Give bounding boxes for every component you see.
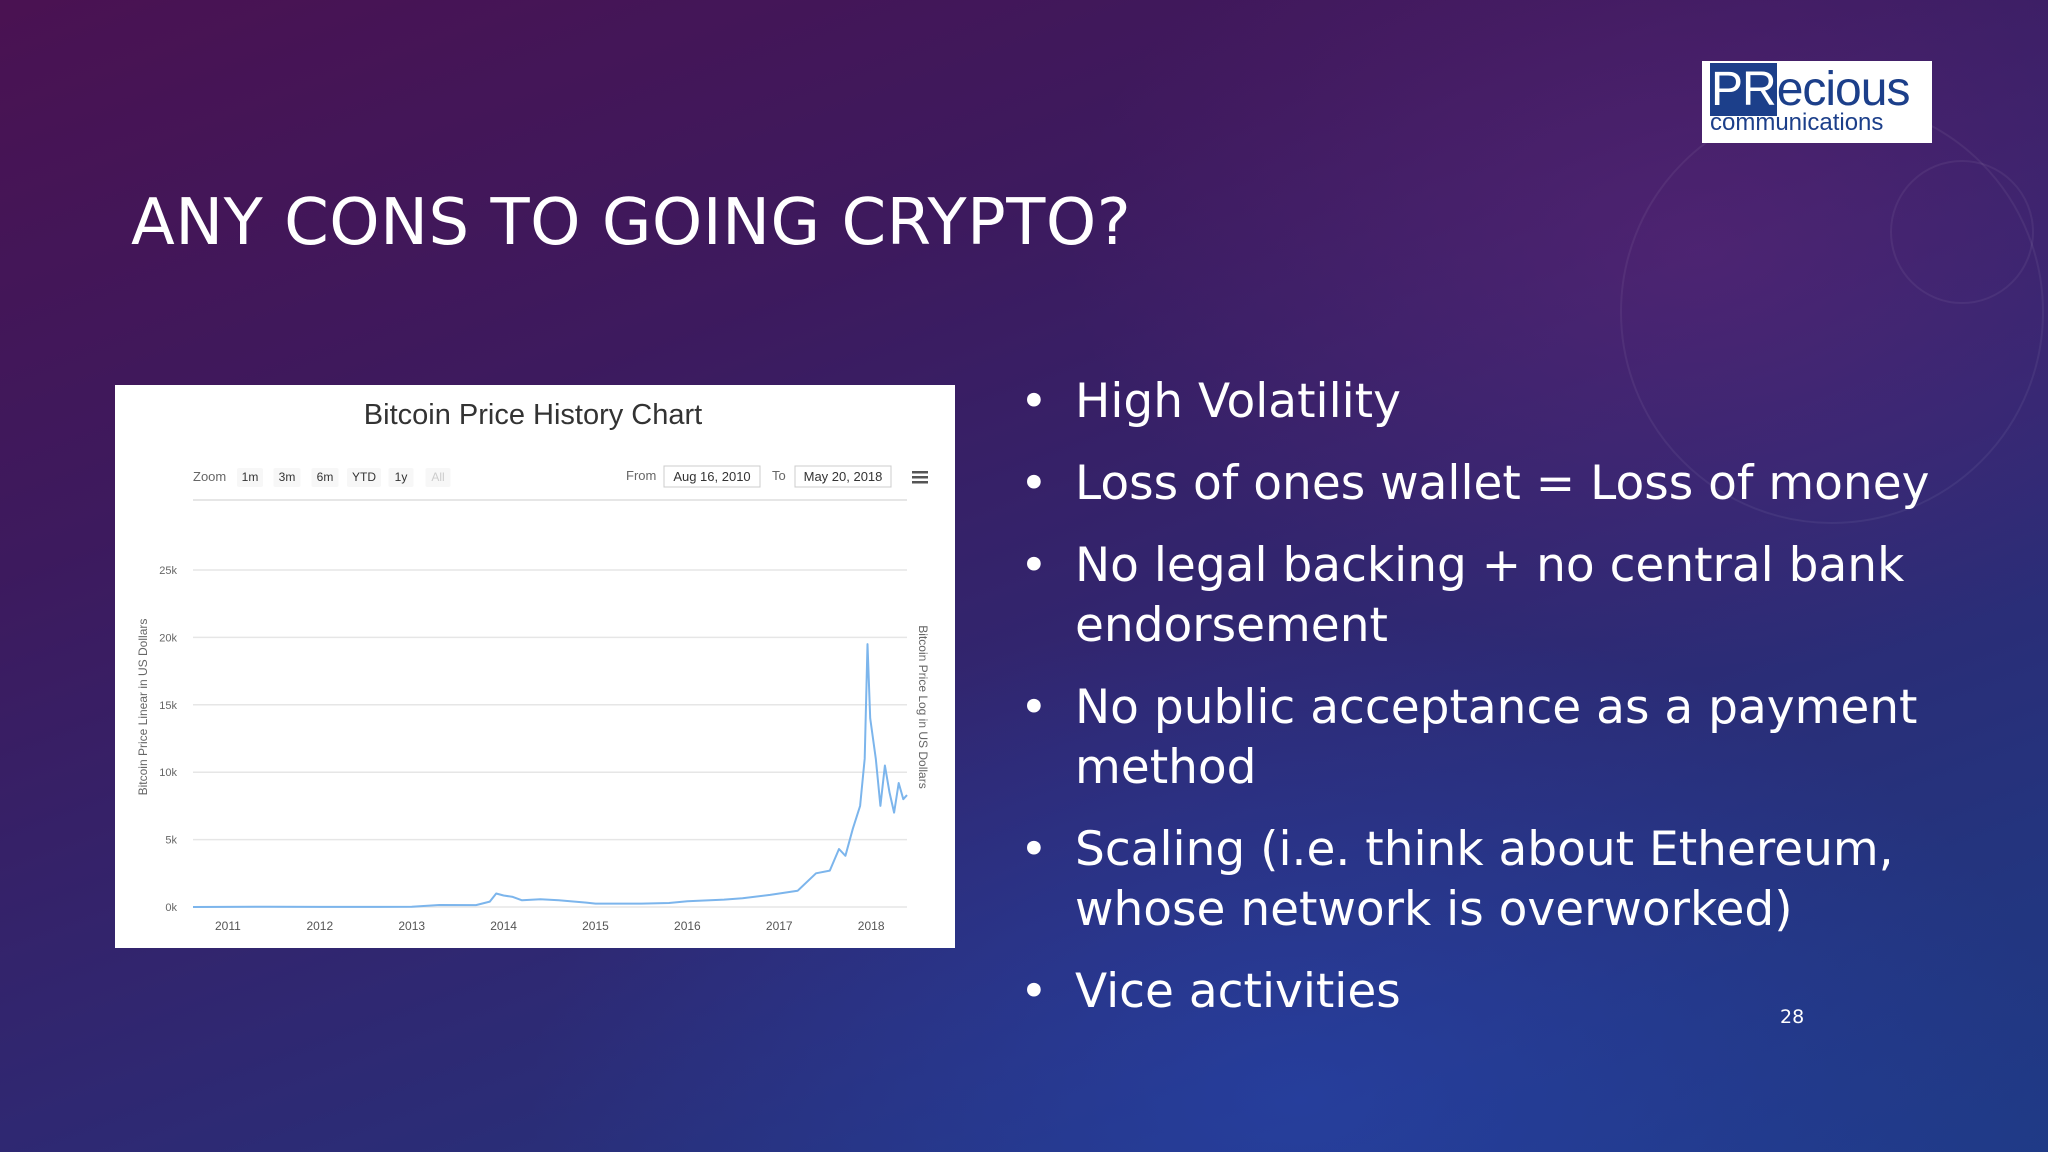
x-tick-label: 2017 <box>766 919 793 933</box>
x-tick-label: 2012 <box>306 919 333 933</box>
x-tick-label: 2011 <box>215 919 241 933</box>
x-tick-label: 2015 <box>582 919 609 933</box>
zoom-button-bg[interactable] <box>311 468 339 487</box>
logo-subtitle: communications <box>1710 109 1884 136</box>
x-axis-ticks: 2011 2012 2013 2014 2015 2016 2017 2018 <box>215 919 885 933</box>
decorative-ring <box>1890 160 2034 304</box>
zoom-label: Zoom <box>193 469 226 484</box>
bullet-dot: • <box>1020 374 1048 429</box>
to-date-box[interactable] <box>794 465 892 488</box>
bullet-text: Scaling (i.e. think about Ethereum, whos… <box>1075 822 1894 937</box>
bullet-text: High Volatility <box>1075 374 1401 429</box>
zoom-button-bg[interactable] <box>347 468 381 487</box>
logo-pr-part: PR <box>1710 63 1777 116</box>
logo-wordmark: PRecious <box>1710 63 1924 116</box>
cons-bullet-list: • High Volatility • Loss of ones wallet = … <box>1020 372 1980 1044</box>
y-tick-label: 5k <box>165 835 177 847</box>
to-date-input[interactable]: May 20, 2018 <box>804 469 883 484</box>
to-label: To <box>772 468 786 483</box>
zoom-button-bg[interactable] <box>425 468 451 487</box>
y-axis-label-right: Bitcoin Price Log in US Dollars <box>916 625 930 788</box>
from-label: From <box>626 468 656 483</box>
zoom-button-1y[interactable]: 1y <box>395 470 408 484</box>
y-tick-label: 15k <box>159 700 177 712</box>
zoom-button-bg[interactable] <box>388 468 414 487</box>
from-date-box[interactable] <box>663 465 761 488</box>
zoom-button-ytd[interactable]: YTD <box>352 470 376 484</box>
from-date-input[interactable]: Aug 16, 2010 <box>673 469 750 484</box>
bitcoin-price-chart: Bitcoin Price History Chart Zoom 1m 3m 6m Y… <box>136 399 930 933</box>
x-tick-label: 2013 <box>398 919 425 933</box>
zoom-button-bg[interactable] <box>273 468 301 487</box>
chart-title: Bitcoin Price History Chart <box>364 399 702 431</box>
bullet-item: • Vice activities <box>1020 962 1980 1022</box>
zoom-button-group: 1m 3m 6m YTD 1y All <box>237 468 451 487</box>
bullet-text: No public acceptance as a payment method <box>1075 680 1918 795</box>
zoom-button-1m[interactable]: 1m <box>242 470 259 484</box>
zoom-button-3m[interactable]: 3m <box>279 470 296 484</box>
slide-title: ANY CONS TO GOING CRYPTO? <box>131 186 1132 260</box>
bitcoin-chart-card: Bitcoin Price History Chart Zoom 1m 3m 6m Y… <box>115 385 955 948</box>
bullet-item: • High Volatility <box>1020 372 1980 432</box>
company-logo: PRecious communications <box>1702 61 1932 143</box>
hamburger-menu-icon[interactable] <box>912 471 928 484</box>
x-tick-label: 2016 <box>674 919 701 933</box>
bullet-item: • No public acceptance as a payment metho… <box>1020 678 1980 798</box>
y-tick-label: 10k <box>159 767 177 779</box>
bullet-text: Loss of ones wallet = Loss of money <box>1075 456 1930 511</box>
bullet-text: Vice activities <box>1075 964 1401 1019</box>
y-tick-label: 25k <box>159 565 177 577</box>
bullet-item: • Scaling (i.e. think about Ethereum, who… <box>1020 820 1980 940</box>
bullet-item: • Loss of ones wallet = Loss of money <box>1020 454 1980 514</box>
zoom-button-6m[interactable]: 6m <box>317 470 334 484</box>
x-tick-label: 2014 <box>490 919 517 933</box>
y-tick-label: 0k <box>165 902 177 914</box>
y-tick-label: 20k <box>159 632 177 644</box>
chart-gridlines <box>193 569 907 908</box>
x-tick-label: 2018 <box>858 919 885 933</box>
bullet-dot: • <box>1020 964 1048 1019</box>
zoom-button-bg[interactable] <box>237 468 263 487</box>
page-number: 28 <box>1780 1006 1805 1028</box>
bullet-dot: • <box>1020 822 1048 877</box>
y-axis-label-left: Bitcoin Price Linear in US Dollars <box>136 619 150 796</box>
y-axis-ticks: 0k 5k 10k 15k 20k 25k <box>159 565 177 914</box>
logo-ecious-part: ecious <box>1776 63 1911 116</box>
bitcoin-price-line <box>192 643 908 908</box>
bullet-dot: • <box>1020 538 1048 593</box>
zoom-button-all[interactable]: All <box>431 470 444 484</box>
bullet-dot: • <box>1020 456 1048 511</box>
bullet-item: • No legal backing + no central bank endo… <box>1020 536 1980 656</box>
bullet-text: No legal backing + no central bank endor… <box>1075 538 1905 653</box>
bullet-dot: • <box>1020 680 1048 735</box>
